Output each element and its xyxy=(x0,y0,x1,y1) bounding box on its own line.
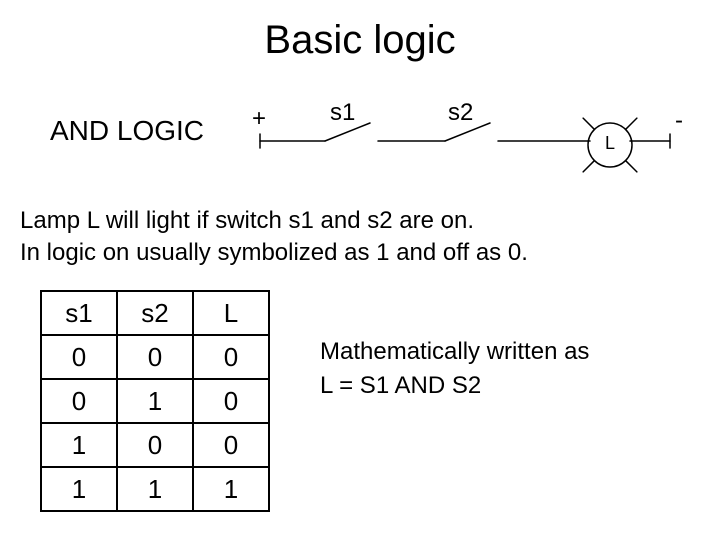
table-row: 1 1 1 xyxy=(41,467,269,511)
description-line-1: Lamp L will light if switch s1 and s2 ar… xyxy=(20,205,528,237)
table-row: 1 0 0 xyxy=(41,423,269,467)
circuit-diagram: + - s1 s2 L xyxy=(250,105,690,185)
math-note-line-1: Mathematically written as xyxy=(320,335,589,369)
table-row: 0 1 0 xyxy=(41,379,269,423)
table-cell: 0 xyxy=(41,379,117,423)
table-row: 0 0 0 xyxy=(41,335,269,379)
table-cell: 1 xyxy=(193,467,269,511)
math-note-line-2: L = S1 AND S2 xyxy=(320,369,589,403)
description-line-2: In logic on usually symbolized as 1 and … xyxy=(20,237,528,269)
table-header-s2: s2 xyxy=(117,291,193,335)
table-cell: 0 xyxy=(41,335,117,379)
table-cell: 0 xyxy=(117,335,193,379)
table-cell: 0 xyxy=(193,379,269,423)
table-cell: 1 xyxy=(41,467,117,511)
plus-terminal-label: + xyxy=(252,105,266,133)
table-cell: 1 xyxy=(41,423,117,467)
table-cell: 0 xyxy=(117,423,193,467)
minus-terminal-label: - xyxy=(675,107,683,135)
math-note: Mathematically written as L = S1 AND S2 xyxy=(320,335,589,402)
table-header-s1: s1 xyxy=(41,291,117,335)
table-cell: 1 xyxy=(117,379,193,423)
table-cell: 0 xyxy=(193,335,269,379)
description-text: Lamp L will light if switch s1 and s2 ar… xyxy=(20,205,528,270)
table-header-row: s1 s2 L xyxy=(41,291,269,335)
switch-s2-label: s2 xyxy=(448,99,473,127)
truth-table: s1 s2 L 0 0 0 0 1 0 1 0 0 1 1 1 xyxy=(40,290,270,512)
table-header-l: L xyxy=(193,291,269,335)
lamp-label: L xyxy=(605,133,615,154)
page-title: Basic logic xyxy=(0,18,720,63)
switch-s1-label: s1 xyxy=(330,99,355,127)
table-cell: 1 xyxy=(117,467,193,511)
logic-type-label: AND LOGIC xyxy=(50,115,204,147)
table-cell: 0 xyxy=(193,423,269,467)
